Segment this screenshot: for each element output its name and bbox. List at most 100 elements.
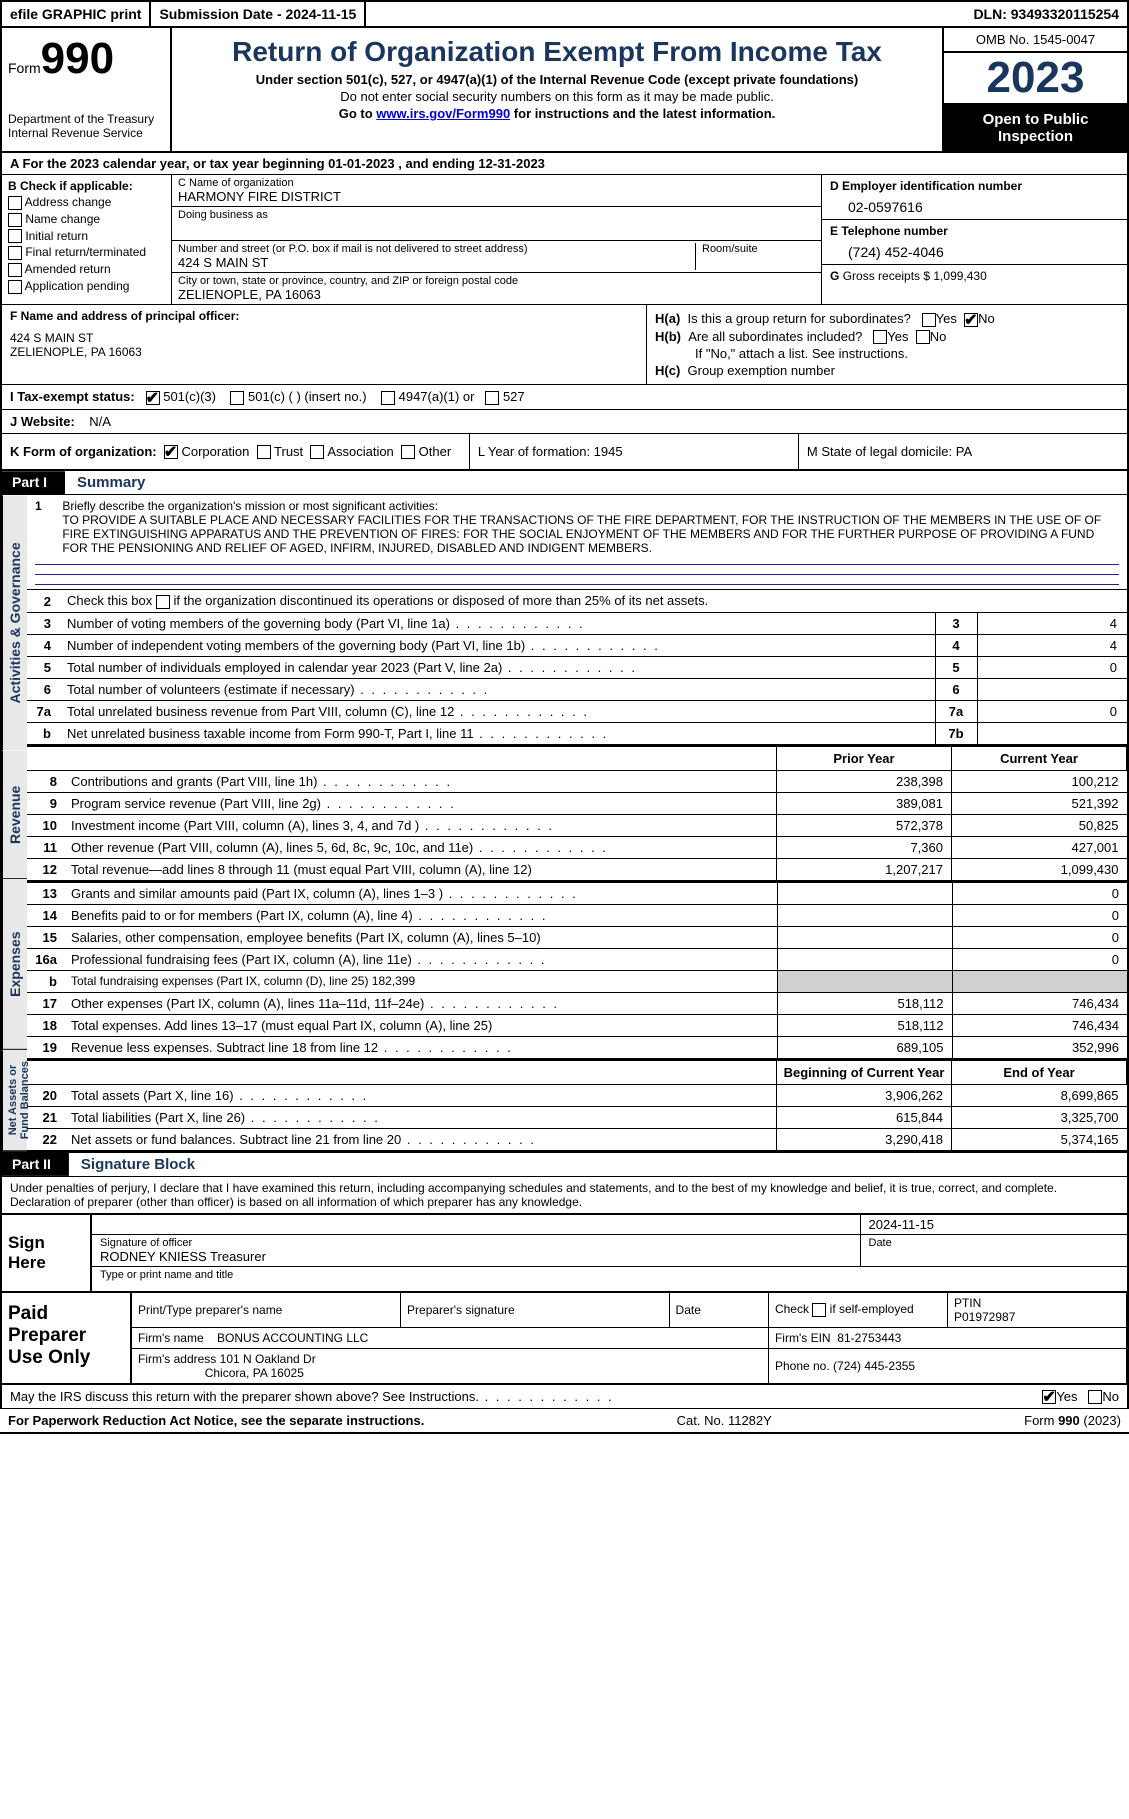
chk-amended-return[interactable]: Amended return: [8, 262, 165, 277]
sig-type-label: Type or print name and title: [92, 1267, 1127, 1283]
table-row: 16aProfessional fundraising fees (Part I…: [27, 948, 1127, 970]
chk-final-return[interactable]: Final return/terminated: [8, 245, 165, 260]
goto-line: Go to www.irs.gov/Form990 for instructio…: [182, 106, 932, 121]
chk-self-employed[interactable]: [812, 1303, 826, 1317]
pra-notice: For Paperwork Reduction Act Notice, see …: [8, 1413, 424, 1428]
sign-here-label: Sign Here: [2, 1215, 92, 1291]
vlabel-expenses: Expenses: [2, 879, 27, 1050]
chk-trust[interactable]: [257, 445, 271, 459]
part1-header: Part I Summary: [0, 471, 1129, 495]
omb-number: OMB No. 1545-0047: [944, 28, 1127, 53]
chk-corp[interactable]: [164, 445, 178, 459]
right-column: D Employer identification number 02-0597…: [822, 175, 1127, 304]
phone-label: E Telephone number: [830, 224, 1119, 238]
firm-ein: 81-2753443: [837, 1331, 901, 1345]
table-row: 22Net assets or fund balances. Subtract …: [27, 1128, 1127, 1150]
firm-phone: (724) 445-2355: [833, 1359, 915, 1373]
chk-ha-no[interactable]: [964, 313, 978, 327]
line2: Check this box if the organization disco…: [61, 590, 1127, 612]
ein-label: D Employer identification number: [830, 179, 1119, 193]
governance-table: 2Check this box if the organization disc…: [27, 590, 1127, 745]
chk-hb-yes[interactable]: [873, 330, 887, 344]
table-row: 8Contributions and grants (Part VIII, li…: [27, 770, 1127, 792]
form-header: Form990 Department of the Treasury Inter…: [0, 28, 1129, 153]
sig-officer-name: RODNEY KNIESS Treasurer: [100, 1249, 266, 1264]
chk-4947[interactable]: [381, 391, 395, 405]
efile-label[interactable]: efile GRAPHIC print: [2, 2, 151, 26]
chk-501c[interactable]: [230, 391, 244, 405]
form-word: Form: [8, 60, 41, 76]
table-row: 15Salaries, other compensation, employee…: [27, 926, 1127, 948]
current-year-hdr: Current Year: [952, 746, 1127, 771]
table-row: 11Other revenue (Part VIII, column (A), …: [27, 836, 1127, 858]
header-right: OMB No. 1545-0047 2023 Open to Public In…: [942, 28, 1127, 151]
beg-year-hdr: Beginning of Current Year: [777, 1060, 952, 1085]
table-row: 14Benefits paid to or for members (Part …: [27, 904, 1127, 926]
chk-address-change[interactable]: Address change: [8, 195, 165, 210]
prep-date-label: Date: [669, 1293, 768, 1328]
section-f: F Name and address of principal officer:…: [2, 305, 647, 384]
chk-assoc[interactable]: [310, 445, 324, 459]
perjury-statement: Under penalties of perjury, I declare th…: [0, 1177, 1129, 1213]
ssn-note: Do not enter social security numbers on …: [182, 89, 932, 104]
chk-discontinued[interactable]: [156, 595, 170, 609]
prior-year-hdr: Prior Year: [777, 746, 952, 771]
ptin-value: P01972987: [954, 1310, 1015, 1324]
cat-no: Cat. No. 11282Y: [677, 1413, 772, 1428]
chk-discuss-yes[interactable]: [1042, 1390, 1056, 1404]
top-bar: efile GRAPHIC print Submission Date - 20…: [0, 0, 1129, 28]
table-row: 7aTotal unrelated business revenue from …: [27, 700, 1127, 722]
subtitle: Under section 501(c), 527, or 4947(a)(1)…: [182, 72, 932, 87]
officer-addr1: 424 S MAIN ST: [10, 331, 638, 345]
street-label: Number and street (or P.O. box if mail i…: [178, 243, 695, 255]
chk-initial-return[interactable]: Initial return: [8, 229, 165, 244]
end-year-hdr: End of Year: [952, 1060, 1127, 1085]
header-left: Form990 Department of the Treasury Inter…: [2, 28, 172, 151]
gross-receipts-label: G: [830, 269, 839, 283]
chk-501c3[interactable]: [146, 391, 160, 405]
submission-date: Submission Date - 2024-11-15: [151, 2, 366, 26]
chk-name-change[interactable]: Name change: [8, 212, 165, 227]
part2-title: Signature Block: [69, 1153, 207, 1176]
form-footer: Form 990 (2023): [1024, 1413, 1121, 1428]
table-row: bTotal fundraising expenses (Part IX, co…: [27, 970, 1127, 992]
prep-self-employed: Check if self-employed: [768, 1293, 947, 1328]
table-row: bNet unrelated business taxable income f…: [27, 722, 1127, 744]
dba-label: Doing business as: [178, 209, 815, 221]
chk-hb-no[interactable]: [916, 330, 930, 344]
state-domicile: M State of legal domicile: PA: [799, 434, 1127, 470]
officer-label: F Name and address of principal officer:: [10, 309, 638, 323]
chk-discuss-no[interactable]: [1088, 1390, 1102, 1404]
vlabel-revenue: Revenue: [2, 751, 27, 879]
section-h: H(a) Is this a group return for subordin…: [647, 305, 1127, 384]
dln: DLN: 93493320115254: [965, 2, 1127, 26]
row-f-h: F Name and address of principal officer:…: [0, 305, 1129, 385]
city-label: City or town, state or province, country…: [178, 275, 815, 287]
header-mid: Return of Organization Exempt From Incom…: [172, 28, 942, 151]
section-b-header: B Check if applicable:: [8, 179, 165, 193]
discuss-row: May the IRS discuss this return with the…: [0, 1385, 1129, 1410]
sig-officer-label: Signature of officer: [100, 1237, 192, 1249]
chk-ha-yes[interactable]: [922, 313, 936, 327]
instructions-link[interactable]: www.irs.gov/Form990: [376, 106, 510, 121]
tax-year: 2023: [944, 53, 1127, 105]
sign-here-block: Sign Here 2024-11-15 Signature of office…: [0, 1213, 1129, 1293]
form-number: 990: [41, 34, 114, 83]
part2-tag: Part II: [2, 1153, 69, 1176]
firm-addr2: Chicora, PA 16025: [205, 1366, 304, 1380]
chk-other[interactable]: [401, 445, 415, 459]
part1-title: Summary: [65, 471, 157, 494]
table-row: 13Grants and similar amounts paid (Part …: [27, 882, 1127, 905]
chk-527[interactable]: [485, 391, 499, 405]
table-row: 4Number of independent voting members of…: [27, 634, 1127, 656]
chk-app-pending[interactable]: Application pending: [8, 279, 165, 294]
year-formation: L Year of formation: 1945: [470, 434, 799, 470]
gross-receipts: Gross receipts $ 1,099,430: [843, 269, 987, 283]
identity-grid: B Check if applicable: Address change Na…: [0, 175, 1129, 305]
vlabel-netassets: Net Assets or Fund Balances: [2, 1050, 27, 1151]
paid-preparer-label: Paid Preparer Use Only: [2, 1293, 132, 1383]
section-i: I Tax-exempt status: 501(c)(3) 501(c) ( …: [0, 385, 1129, 410]
mission-block: 1 Briefly describe the organization's mi…: [27, 495, 1127, 590]
dept-treasury: Department of the Treasury: [8, 112, 164, 126]
preparer-table: Print/Type preparer's name Preparer's si…: [132, 1293, 1127, 1383]
